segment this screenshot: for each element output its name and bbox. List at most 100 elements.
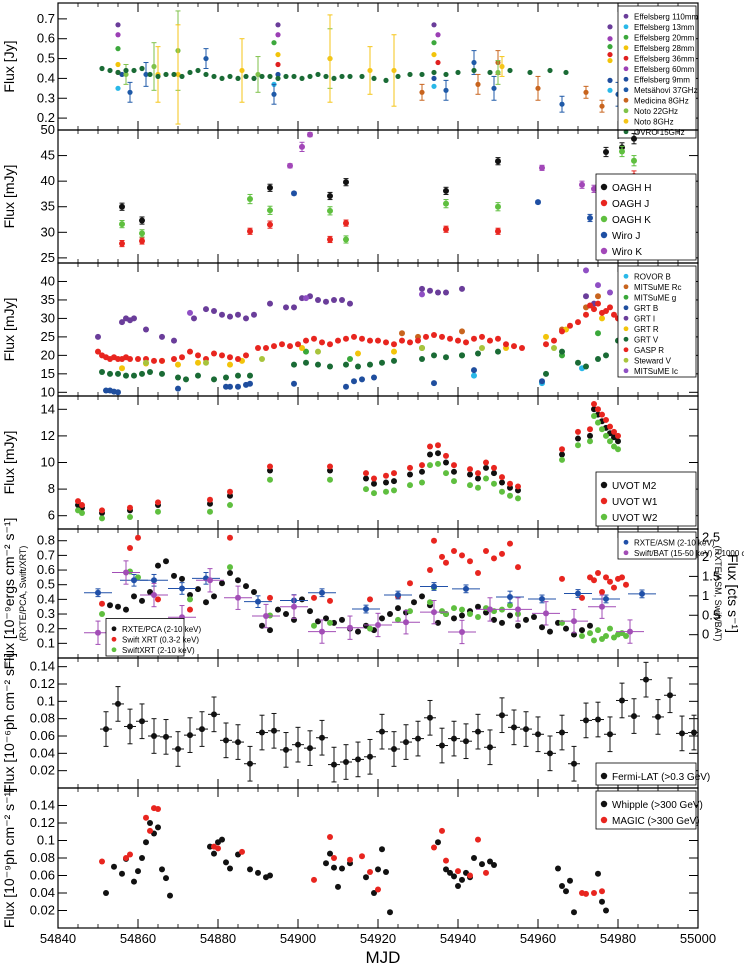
legend-marker: [623, 368, 629, 374]
data-point: [343, 335, 349, 342]
data-point: [475, 81, 481, 87]
data-point: [623, 633, 629, 640]
data-point: [367, 337, 373, 344]
x-tick-label: 55000: [680, 931, 716, 946]
data-point: [327, 363, 333, 370]
data-point: [327, 236, 333, 243]
y-axis-label: Flux [mJy]: [1, 431, 17, 495]
data-point: [579, 594, 585, 601]
data-point: [343, 759, 349, 765]
legend-label: Medicina 8GHz: [634, 96, 689, 105]
data-point: [123, 372, 129, 379]
data-point: [455, 337, 461, 344]
data-point: [127, 514, 133, 521]
data-point: [295, 341, 301, 348]
y-tick-label: 0.08: [30, 711, 55, 726]
data-point: [379, 728, 385, 735]
data-point: [171, 356, 177, 363]
data-point: [535, 199, 541, 206]
series-fermi-lat-0-3-gev-: [100, 661, 698, 783]
data-point: [119, 319, 125, 326]
data-point: [599, 426, 605, 433]
data-point: [487, 744, 493, 751]
data-point: [227, 361, 233, 368]
data-point: [559, 456, 565, 463]
data-point: [219, 311, 225, 318]
data-point: [383, 472, 389, 479]
data-point: [391, 348, 397, 355]
series-medicina-8ghz: [419, 50, 605, 113]
y-tick-label: 35: [41, 292, 55, 307]
data-point: [163, 558, 169, 565]
legend-label: MITSuME g: [634, 293, 676, 302]
data-point: [439, 742, 445, 749]
legend-label: OVRO 15GHz: [634, 128, 685, 137]
data-point: [235, 383, 241, 390]
data-point: [619, 574, 625, 581]
data-point: [499, 550, 505, 557]
data-point: [399, 337, 405, 344]
data-point: [407, 580, 413, 587]
series-uvot-w1: [75, 400, 621, 514]
data-point: [315, 296, 321, 303]
data-point: [431, 83, 437, 89]
legend-label: Effelsberg 9mm: [634, 75, 690, 84]
data-point: [571, 760, 577, 767]
y-tick-label: 0.7: [37, 11, 55, 26]
data-point: [163, 875, 169, 882]
legend: RXTE/PCA (2-10 keV)Swift XRT (0.3-2 keV)…: [105, 618, 201, 657]
data-point: [483, 475, 489, 482]
y-right-tick-label: 0: [702, 627, 709, 642]
data-point: [215, 845, 221, 852]
data-point: [595, 330, 601, 337]
data-point: [575, 428, 581, 435]
data-point: [123, 855, 129, 861]
data-point: [175, 385, 181, 392]
data-point: [451, 605, 457, 612]
data-point: [515, 483, 521, 490]
data-point: [327, 192, 333, 199]
data-point: [319, 628, 325, 635]
data-point: [603, 432, 609, 439]
data-point: [203, 359, 209, 366]
data-point: [407, 608, 413, 615]
data-point: [475, 350, 481, 357]
data-point: [127, 89, 133, 95]
x-tick-label: 54840: [40, 931, 76, 946]
data-point: [471, 367, 477, 374]
data-point: [491, 480, 497, 487]
data-point: [443, 226, 449, 233]
data-point: [255, 71, 261, 78]
data-point: [479, 333, 485, 340]
data-point: [227, 865, 233, 872]
data-point: [499, 712, 505, 719]
legend-label: Effelsberg 36mm: [634, 54, 695, 63]
legend: OAGH H OAGH J OAGH K Wiro J Wiro K: [595, 173, 697, 261]
data-point: [499, 63, 505, 70]
data-point: [267, 207, 273, 214]
data-point: [607, 423, 613, 430]
data-point: [119, 365, 125, 372]
data-point: [451, 547, 457, 554]
data-point: [547, 628, 553, 635]
data-point: [347, 356, 353, 363]
data-point: [475, 836, 481, 843]
data-point: [591, 306, 597, 313]
data-point: [543, 370, 549, 377]
data-point: [607, 24, 613, 30]
legend-marker: [623, 76, 629, 82]
data-point: [135, 356, 141, 363]
data-point: [271, 727, 277, 734]
series-rovor-b: [471, 365, 585, 387]
data-point: [311, 876, 317, 883]
legend-label: UVOT W2: [612, 513, 658, 524]
data-point: [247, 866, 253, 873]
legend-label: GRT R: [634, 325, 659, 334]
data-point: [355, 756, 361, 763]
data-point: [643, 676, 649, 683]
data-point: [471, 335, 477, 342]
data-point: [95, 333, 101, 340]
legend-label: Whipple (>300 GeV): [612, 800, 703, 811]
data-point: [407, 71, 413, 78]
